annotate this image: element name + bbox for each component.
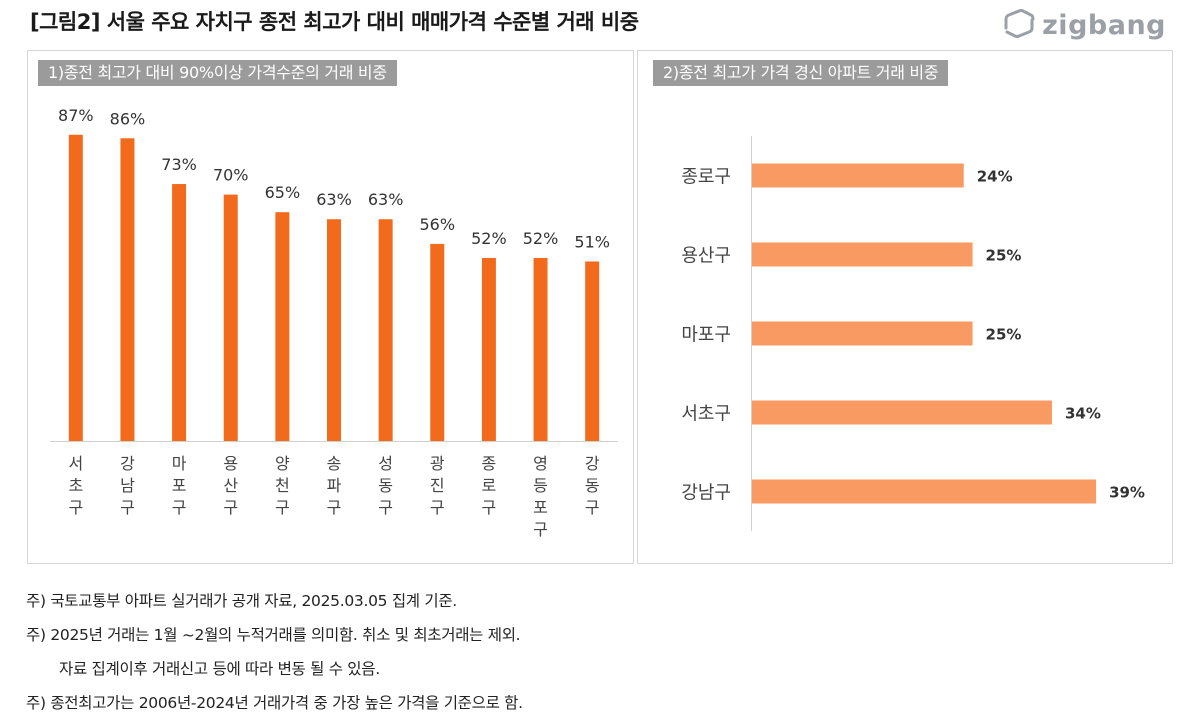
bar-3 [172, 184, 187, 442]
hbar-1 [752, 163, 964, 188]
right-bar-chart: 24% 종로구 25% 용산구 25% 마포구 34% 서초구 39% 강남구 [681, 136, 1145, 531]
hbar-3 [752, 321, 973, 346]
bar-value-label: 63% [368, 190, 404, 209]
footnote: 주) 국토교통부 아파트 실거래가 공개 자료, 2025.03.05 집계 기… [26, 592, 457, 610]
footnote: 주) 2025년 거래는 1월 ~2월의 누적거래를 의미함. 취소 및 최초거… [26, 626, 521, 644]
chart-panel-left: 1)종전 최고가 대비 90%이상 가격수준의 거래 비중 87% 서 초 구 86% 강… [27, 50, 634, 564]
bar-10 [533, 257, 548, 441]
left-chart-title: 1)종전 최고가 대비 90%이상 가격수준의 거래 비중 [38, 60, 397, 86]
figure-title: [그림2] 서울 주요 자치구 종전 최고가 대비 매매가격 수준별 거래 비중 [30, 10, 639, 34]
zigbang-logo-icon [1002, 8, 1036, 42]
footnote: 주) 종전최고가는 2006년-2024년 거래가격 중 가장 높은 가격을 기… [26, 694, 523, 712]
left-bar-chart: 87% 서 초 구 86% 강 남 구 73% 마 포 구 70% 용 산 구 65% 양 천 구 63% 송 파 구 63% 성… [50, 106, 618, 539]
right-chart-title: 2)종전 최고가 가격 경신 아파트 거래 비중 [653, 60, 949, 86]
hbar-value-label: 24% [977, 168, 1013, 186]
hbar-5 [752, 479, 1097, 504]
bar-1 [68, 134, 83, 441]
hbar-value-label: 25% [986, 326, 1022, 344]
bar-value-label: 52% [523, 229, 559, 248]
chart-panel-right: 2)종전 최고가 가격 경신 아파트 거래 비중 24% 종로구 25% 용산구 25%… [637, 50, 1173, 564]
hbar-4 [752, 400, 1052, 425]
bar-8 [430, 243, 445, 441]
bar-9 [481, 257, 496, 441]
bar-5 [275, 212, 290, 441]
hbar-category-label: 강남구 [681, 483, 731, 504]
bar-7 [378, 219, 393, 441]
bar-value-label: 63% [316, 190, 352, 209]
hbar-value-label: 39% [1109, 484, 1145, 502]
bar-value-label: 52% [471, 229, 507, 248]
bar-value-label: 73% [161, 155, 197, 174]
bar-4 [223, 194, 238, 441]
bar-11 [585, 261, 600, 441]
bar-value-label: 87% [58, 106, 94, 125]
zigbang-logo: zigbang [1002, 8, 1166, 42]
bar-value-label: 56% [419, 215, 455, 234]
logo-text: zigbang [1042, 9, 1166, 41]
hbar-category-label: 종로구 [681, 167, 731, 188]
hbar-2 [752, 242, 973, 267]
bar-value-label: 86% [110, 109, 146, 128]
bar-6 [327, 219, 341, 441]
footnote: 자료 집계이후 거래신고 등에 따라 변동 될 수 있음. [59, 660, 380, 678]
hbar-category-label: 마포구 [681, 325, 731, 346]
bar-value-label: 51% [574, 232, 610, 251]
bar-value-label: 70% [213, 166, 249, 185]
hbar-value-label: 34% [1065, 405, 1101, 423]
hbar-category-label: 서초구 [681, 404, 731, 425]
bar-value-label: 65% [265, 183, 301, 202]
hbar-value-label: 25% [986, 247, 1022, 265]
bar-2 [120, 138, 135, 441]
footnotes: 주) 국토교통부 아파트 실거래가 공개 자료, 2025.03.05 집계 기… [26, 584, 523, 720]
hbar-category-label: 용산구 [681, 246, 731, 267]
